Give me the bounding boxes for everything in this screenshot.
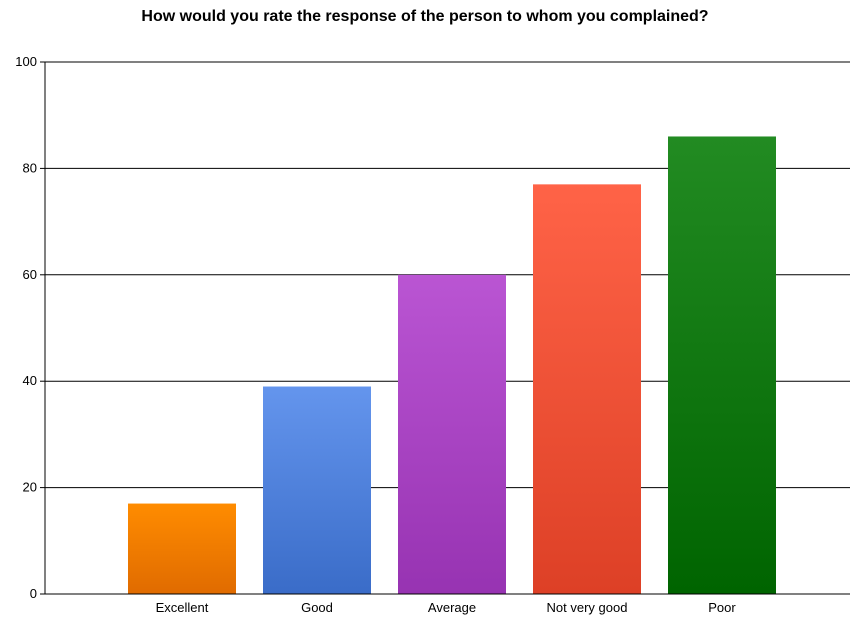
x-category-label: Average (428, 600, 476, 615)
bar-poor (668, 136, 776, 595)
bar-good (263, 386, 371, 594)
x-category-label: Not very good (547, 600, 628, 615)
x-category-label: Poor (708, 600, 736, 615)
y-tick-label: 0 (30, 586, 37, 601)
bar-average (398, 274, 506, 594)
bar-excellent (128, 503, 236, 594)
y-tick-label: 40 (23, 373, 37, 388)
y-tick-label: 20 (23, 480, 37, 495)
x-category-label: Good (301, 600, 333, 615)
y-tick-label: 60 (23, 267, 37, 282)
bar-not-very-good (533, 184, 641, 595)
chart-title: How would you rate the response of the p… (141, 8, 709, 25)
y-tick-labels: 0 20 40 60 80 100 (15, 54, 37, 601)
y-tick-label: 80 (23, 160, 37, 175)
bars (128, 136, 776, 595)
x-category-labels: Excellent Good Average Not very good Poor (156, 600, 737, 615)
x-category-label: Excellent (156, 600, 209, 615)
y-tick-label: 100 (15, 54, 37, 69)
axes (40, 61, 850, 595)
